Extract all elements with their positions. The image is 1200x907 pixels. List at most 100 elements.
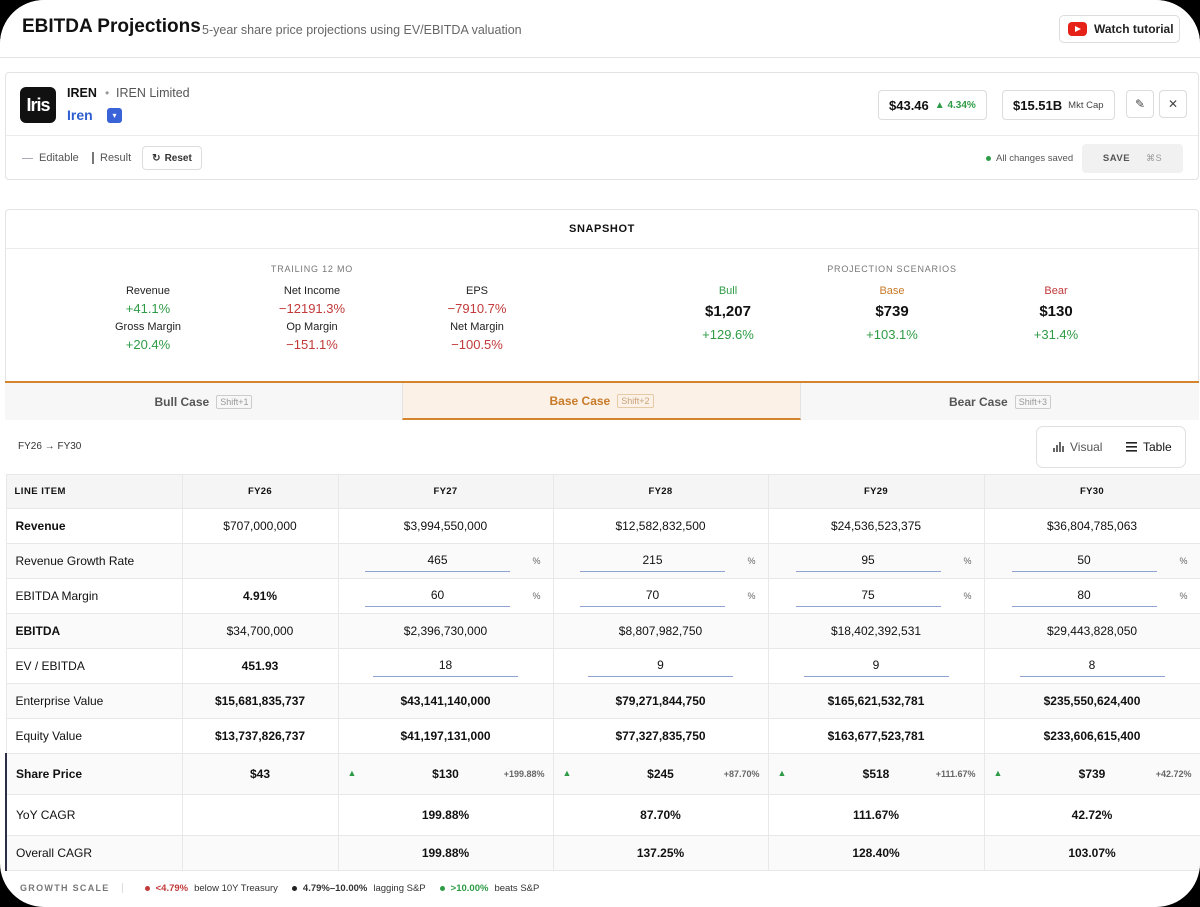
scenario-change: +129.6%: [702, 327, 754, 342]
market-cap-label: Mkt Cap: [1068, 99, 1104, 111]
row-label: EBITDA: [5, 613, 183, 649]
row-label: EV / EBITDA: [5, 648, 183, 684]
price-value: $130: [432, 767, 459, 781]
tab-label: Bull Case: [154, 394, 210, 409]
metric-label: Net Margin: [450, 321, 504, 333]
legend-result-label: Result: [100, 152, 132, 164]
table-cell: 4.91%: [181, 578, 339, 614]
growth-input[interactable]: 50: [1011, 550, 1157, 572]
up-arrow-icon: ▲: [777, 768, 787, 778]
row-label: Revenue: [5, 508, 183, 544]
metric-eps: EPS −7910.7%: [407, 285, 547, 316]
table-cell: $8,807,982,750: [552, 613, 769, 649]
table-cell: 8: [983, 648, 1200, 684]
row-label: Equity Value: [5, 718, 183, 754]
percent-unit: %: [963, 556, 972, 566]
tab-bear-case[interactable]: Bear Case Shift+3: [801, 383, 1199, 420]
growth-scale-label: GROWTH SCALE: [20, 883, 123, 893]
snapshot-title: SNAPSHOT: [6, 210, 1198, 249]
percent-unit: %: [963, 591, 972, 601]
metric-label: Gross Margin: [114, 321, 182, 333]
row-equity-value: Equity Value $13,737,826,737 $41,197,131…: [5, 718, 1200, 754]
metric-gross-margin: Gross Margin +20.4%: [78, 321, 218, 352]
table-cell: 9: [767, 648, 985, 684]
watch-tutorial-button[interactable]: Watch tutorial: [1059, 15, 1180, 43]
table-cell: ▲ $518 +111.67%: [767, 753, 985, 795]
table-cell: [181, 543, 339, 579]
chevron-down-icon[interactable]: ▾: [107, 108, 122, 123]
tab-bull-case[interactable]: Bull Case Shift+1: [5, 383, 402, 420]
company-name: IREN Limited: [116, 86, 190, 100]
scale-range: >10.00%: [450, 882, 489, 894]
row-revenue: Revenue $707,000,000 $3,994,550,000 $12,…: [5, 508, 1200, 544]
percent-unit: %: [747, 556, 756, 566]
save-label: SAVE: [1102, 153, 1131, 164]
table-cell: 95%: [767, 543, 985, 579]
projection-header: PROJECTION SCENARIOS: [827, 264, 957, 274]
metric-label: Op Margin: [286, 321, 338, 333]
edit-icon[interactable]: ✎: [1126, 90, 1154, 118]
row-label: EBITDA Margin: [5, 578, 183, 614]
table-cell: $34,700,000: [181, 613, 339, 649]
table-cell: $3,994,550,000: [337, 508, 554, 544]
margin-input[interactable]: 80: [1011, 585, 1157, 607]
metric-revenue: Revenue +41.1%: [78, 285, 218, 316]
table-cell: $707,000,000: [181, 508, 339, 544]
green-dot-icon: [439, 885, 445, 891]
table-cell: $77,327,835,750: [552, 718, 769, 754]
close-icon[interactable]: ✕: [1159, 90, 1187, 118]
multiple-input[interactable]: 9: [588, 655, 733, 677]
price-delta: +87.70%: [723, 769, 760, 779]
top-bar: EBITDA Projections · 5-year share price …: [0, 0, 1200, 58]
row-yoy-cagr: YoY CAGR 199.88% 87.70% 111.67% 42.72%: [5, 794, 1200, 836]
growth-scale: GROWTH SCALE <4.79% below 10Y Treasury 4…: [0, 875, 1200, 901]
legend-editable: Editable: [22, 152, 79, 164]
table-cell: 103.07%: [983, 835, 1200, 871]
table-cell: 128.40%: [767, 835, 985, 871]
margin-input[interactable]: 70: [580, 585, 725, 607]
reset-icon: ↻: [152, 152, 161, 164]
price-delta: +42.72%: [1155, 769, 1192, 779]
metric-label: Net Income: [283, 285, 341, 297]
percent-unit: %: [532, 556, 541, 566]
share-price: $43.46: [889, 97, 929, 113]
table-cell: ▲ $130 +199.88%: [337, 753, 554, 795]
scenario-bull: Bull $1,207 +129.6%: [673, 285, 783, 342]
visual-view-button[interactable]: Visual: [1053, 427, 1102, 467]
metric-value: −7910.7%: [447, 301, 507, 316]
row-revenue-growth: Revenue Growth Rate 465% 215% 95% 50%: [5, 543, 1200, 579]
growth-input[interactable]: 215: [580, 550, 725, 572]
multiple-input[interactable]: 18: [373, 655, 518, 677]
growth-input[interactable]: 95: [795, 550, 941, 572]
table-cell: 50%: [983, 543, 1200, 579]
row-share-price: Share Price $43 ▲ $130 +199.88% ▲ $245 +87.7…: [5, 753, 1200, 795]
multiple-input[interactable]: 9: [803, 655, 949, 677]
percent-unit: %: [532, 591, 541, 601]
growth-input[interactable]: 465: [365, 550, 510, 572]
scenario-bear: Bear $130 +31.4%: [1001, 285, 1111, 342]
red-dot-icon: [144, 885, 150, 891]
scenario-change: +103.1%: [866, 327, 918, 342]
table-cell: $24,536,523,375: [767, 508, 985, 544]
reset-button[interactable]: ↻ Reset: [142, 146, 202, 170]
save-button[interactable]: SAVE ⌘S: [1082, 144, 1183, 173]
table-cell: 111.67%: [767, 794, 985, 836]
percent-unit: %: [1179, 556, 1188, 566]
table-cell: 199.88%: [337, 835, 554, 871]
editable-line-icon: [22, 157, 33, 159]
multiple-input[interactable]: 8: [1019, 655, 1165, 677]
table-view-button[interactable]: Table: [1126, 427, 1172, 467]
scenario-label: Base: [879, 285, 905, 297]
table-cell: 42.72%: [983, 794, 1200, 836]
margin-input[interactable]: 75: [795, 585, 941, 607]
tab-base-case[interactable]: Base Case Shift+2: [402, 383, 801, 420]
price-delta: +111.67%: [935, 769, 976, 779]
table-cell: 75%: [767, 578, 985, 614]
table-cell: $29,443,828,050: [983, 613, 1200, 649]
table-header-row: LINE ITEM FY26 FY27 FY28 FY29 FY30: [5, 474, 1200, 509]
table-cell: 215%: [552, 543, 769, 579]
table-cell: 87.70%: [552, 794, 769, 836]
table-cell: 465%: [337, 543, 554, 579]
margin-input[interactable]: 60: [365, 585, 510, 607]
table-cell: $233,606,615,400: [983, 718, 1200, 754]
